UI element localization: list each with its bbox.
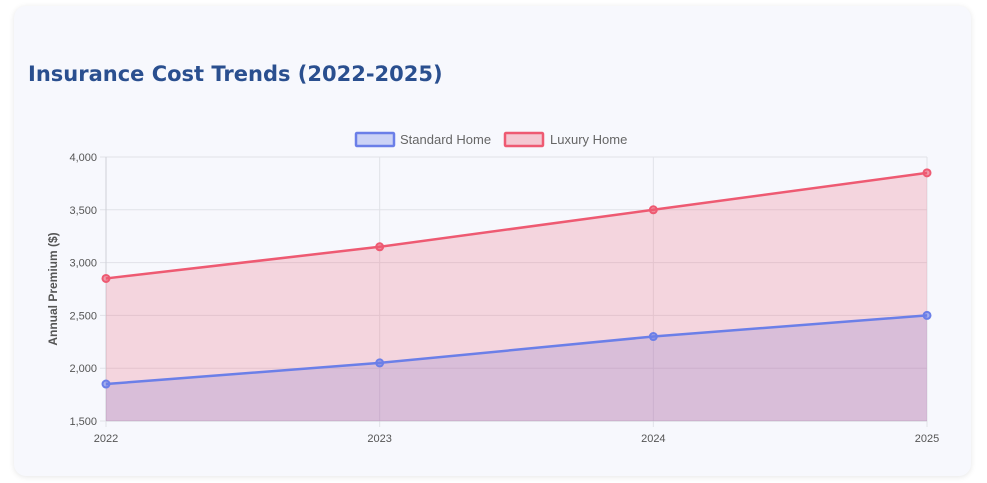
series-line-0 <box>105 314 928 386</box>
legend-label: Standard Home <box>400 132 491 147</box>
legend[interactable]: Standard Home Luxury Home <box>354 131 627 148</box>
y-tick-label: 2,000 <box>69 363 97 375</box>
legend-item-1[interactable]: Luxury Home <box>503 131 627 148</box>
y-tick-label: 3,000 <box>69 258 97 270</box>
series-lines <box>105 171 928 386</box>
x-tick-label: 2023 <box>367 433 391 445</box>
data-point <box>648 332 658 342</box>
series-area-0 <box>106 315 927 421</box>
data-point <box>375 358 385 368</box>
chart-card <box>14 6 971 476</box>
data-point <box>101 379 111 389</box>
data-point <box>101 273 111 283</box>
x-tick-label: 2024 <box>641 433 665 445</box>
legend-label: Luxury Home <box>550 132 627 147</box>
page-title: Insurance Cost Trends (2022-2025) <box>28 62 443 86</box>
legend-swatch <box>354 131 396 148</box>
data-point <box>375 242 385 252</box>
x-tick-labels: 2022 2023 2024 2025 <box>94 433 939 445</box>
series-areas <box>106 172 927 421</box>
series-area-1 <box>106 172 927 421</box>
y-tick-label: 3,500 <box>69 205 97 217</box>
legend-swatch <box>503 131 545 148</box>
grid <box>100 156 928 427</box>
series-points <box>101 168 932 389</box>
data-point <box>648 205 658 215</box>
series-line-1 <box>105 171 928 280</box>
x-tick-label: 2022 <box>94 433 118 445</box>
y-tick-labels: 1,500 2,000 2,500 3,000 3,500 4,000 <box>69 152 97 428</box>
y-axis-title: Annual Premium ($) <box>46 232 60 345</box>
data-point <box>922 310 932 320</box>
data-point <box>922 168 932 178</box>
x-tick-label: 2025 <box>915 433 939 445</box>
y-tick-label: 2,500 <box>69 310 97 322</box>
legend-item-0[interactable]: Standard Home <box>354 131 491 148</box>
y-tick-label: 4,000 <box>69 152 97 164</box>
y-tick-label: 1,500 <box>69 416 97 428</box>
